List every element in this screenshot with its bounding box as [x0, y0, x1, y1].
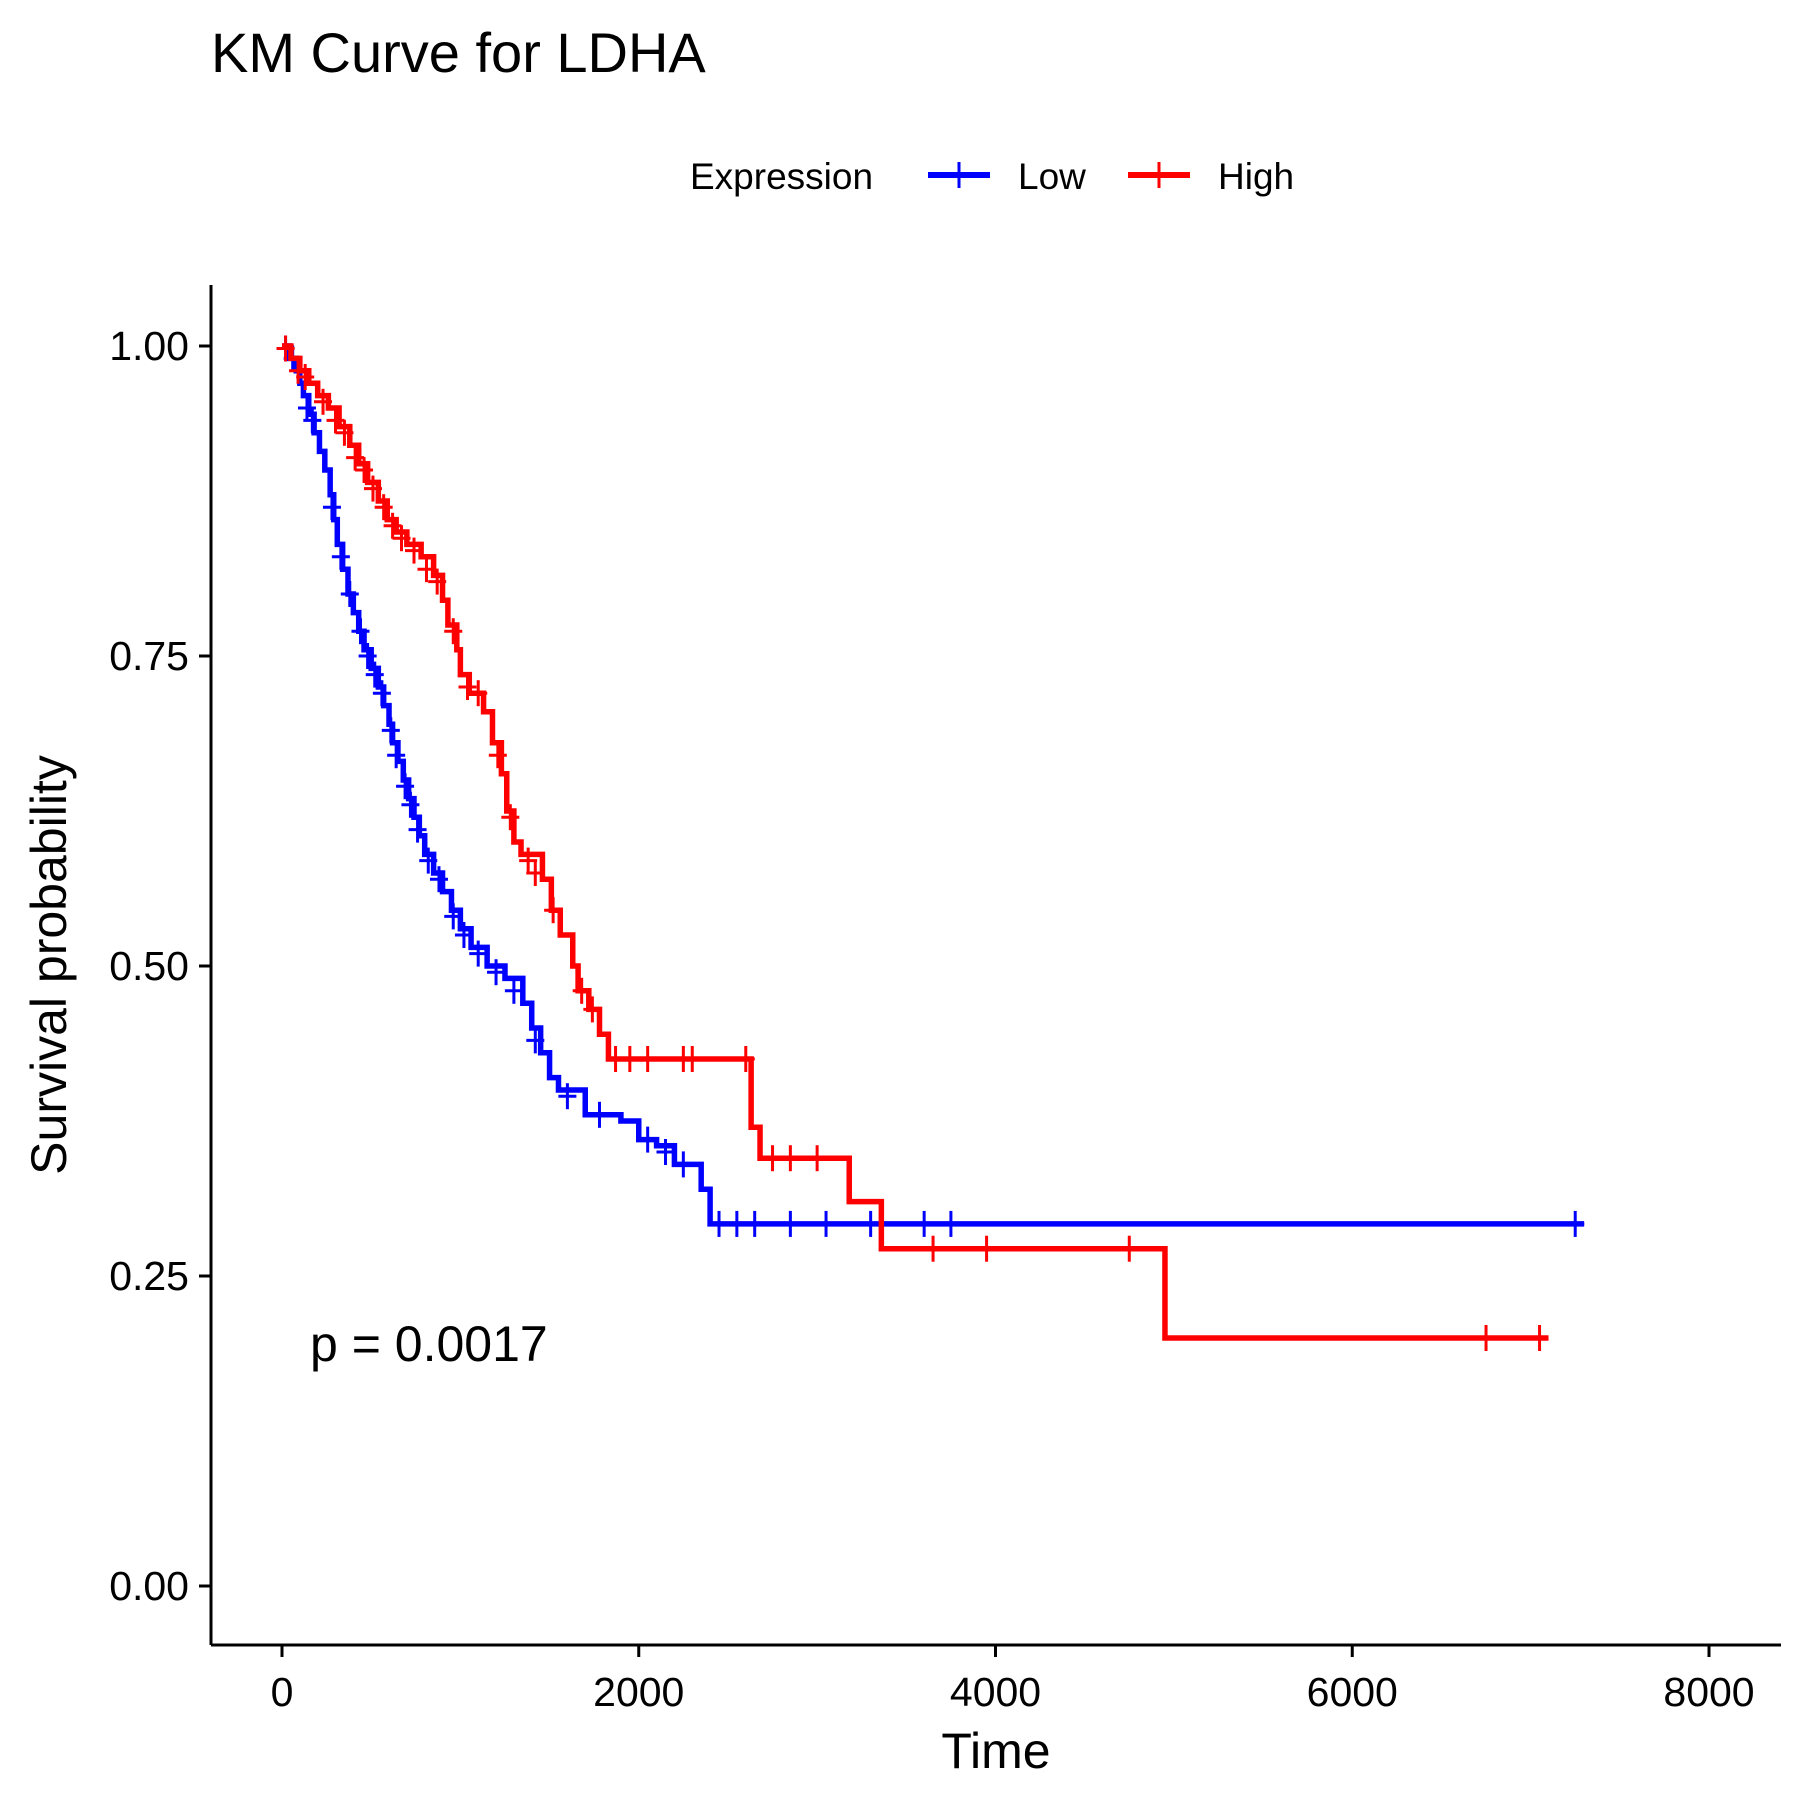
km-curve-low [282, 343, 1585, 1227]
y-tick-label: 0.00 [109, 1563, 189, 1609]
x-tick-label: 8000 [1663, 1669, 1754, 1715]
y-axis-title: Survival probability [21, 755, 77, 1175]
y-axis-ticks: 0.00 0.25 0.50 0.75 1.00 [109, 323, 211, 1609]
p-value-annotation: p = 0.0017 [310, 1316, 548, 1372]
y-tick-label: 0.50 [109, 943, 189, 989]
chart-title: KM Curve for LDHA [211, 21, 706, 84]
x-axis-ticks: 0 2000 4000 6000 8000 [271, 1645, 1755, 1715]
y-tick-label: 0.25 [109, 1253, 189, 1299]
series-layer [276, 335, 1585, 1351]
series-high [276, 335, 1549, 1351]
y-tick-label: 0.75 [109, 633, 189, 679]
x-tick-label: 0 [271, 1669, 294, 1715]
x-axis-title: Time [941, 1723, 1050, 1779]
legend-title: Expression [690, 156, 873, 197]
legend-key-low [928, 162, 990, 188]
legend: Expression Low High [690, 156, 1294, 197]
y-tick-label: 1.00 [109, 323, 189, 369]
legend-label-high: High [1218, 156, 1294, 197]
legend-key-high [1128, 162, 1190, 188]
km-curve-high [282, 343, 1549, 1341]
series-low [276, 335, 1585, 1237]
x-tick-label: 6000 [1307, 1669, 1398, 1715]
x-tick-label: 4000 [950, 1669, 1041, 1715]
legend-label-low: Low [1018, 156, 1086, 197]
x-tick-label: 2000 [593, 1669, 684, 1715]
